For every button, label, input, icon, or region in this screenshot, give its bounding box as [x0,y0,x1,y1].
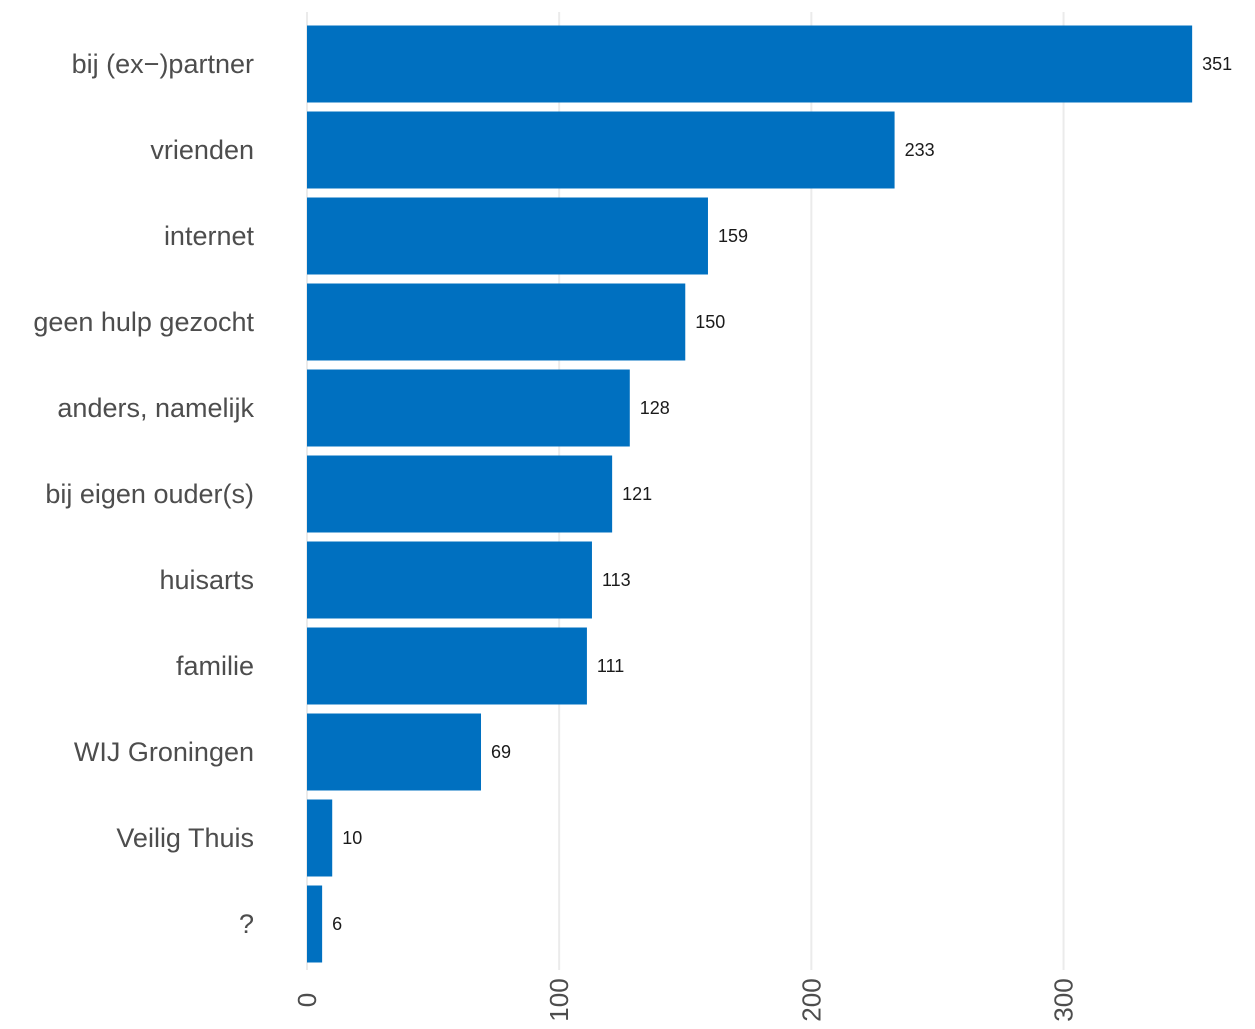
data-label: 233 [905,140,935,160]
category-label: huisarts [159,565,254,595]
bar [307,455,613,533]
bar [307,627,587,705]
data-label: 10 [342,828,362,848]
category-label: bij (ex−)partner [72,49,254,79]
category-label: familie [176,651,254,681]
data-label: 6 [332,914,342,934]
bar [307,197,708,275]
category-label: WIJ Groningen [74,737,254,767]
x-tick-label: 0 [292,993,322,1007]
category-label: Veilig Thuis [116,823,254,853]
category-label: ? [239,909,254,939]
x-tick-label: 300 [1049,978,1079,1021]
bar [307,541,592,619]
x-tick-label: 100 [544,978,574,1021]
data-label: 121 [622,484,652,504]
data-label: 111 [597,656,624,676]
data-label: 150 [695,312,725,332]
data-label: 128 [640,398,670,418]
bar [307,713,482,791]
data-label: 69 [491,742,511,762]
value-labels: 351 233 159 150 128 121 113 111 69 10 6 [332,54,1232,934]
bar [307,369,630,447]
category-label: geen hulp gezocht [33,307,254,337]
bars [307,25,1193,963]
bar [307,799,333,877]
data-label: 159 [718,226,748,246]
x-tick-label: 200 [796,978,826,1021]
data-label: 351 [1202,54,1232,74]
category-labels: bij (ex−)partner vrienden internet geen hul… [33,49,254,939]
bar [307,111,895,189]
category-label: internet [164,221,255,251]
bar [307,25,1193,103]
category-label: bij eigen ouder(s) [45,479,254,509]
category-label: vrienden [150,135,254,165]
x-axis-tick-labels: 0 100 200 300 [292,978,1079,1021]
bar [307,885,323,963]
category-label: anders, namelijk [57,393,254,423]
data-label: 113 [602,570,631,590]
bar [307,283,686,361]
